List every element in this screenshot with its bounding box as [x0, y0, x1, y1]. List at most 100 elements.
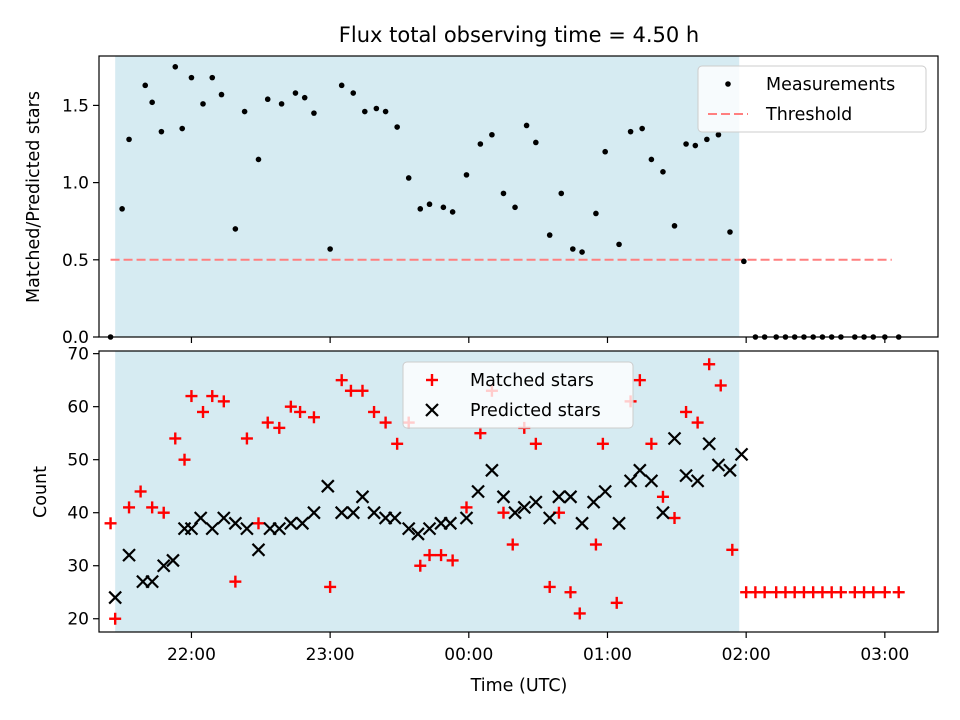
measurement-point	[512, 204, 518, 211]
legend-threshold-label: Threshold	[765, 105, 852, 125]
measurement-point	[523, 122, 530, 129]
matched-star-point	[109, 612, 122, 625]
predicted-star-marker-b	[388, 511, 402, 525]
measurement-point	[558, 190, 565, 197]
predicted-star-marker-b	[334, 505, 349, 520]
matched-star-point	[252, 517, 265, 530]
measurement-point	[741, 258, 747, 265]
predicted-star-point	[508, 505, 522, 520]
matched-star-point	[217, 395, 230, 408]
top-y-axis-label: Matched/Predicted stars	[24, 91, 44, 303]
bottom-axes-frame	[98, 350, 939, 633]
measurement-point	[158, 128, 165, 135]
matched-star-point	[368, 405, 381, 418]
measurement-point	[704, 136, 710, 143]
predicted-star-marker-b	[156, 558, 171, 573]
measurement-point	[440, 204, 447, 211]
matched-star-point	[892, 586, 905, 599]
measurement-point	[350, 90, 357, 96]
matched-star-point	[878, 586, 891, 599]
matched-star-point	[344, 384, 357, 397]
measurement-point	[546, 232, 553, 238]
predicted-star-marker-b	[122, 548, 136, 562]
measurement-point	[463, 172, 470, 178]
predicted-star-point	[284, 516, 298, 531]
predicted-star-point	[193, 511, 208, 525]
predicted-star-point	[205, 521, 220, 536]
predicted-star-point	[690, 474, 705, 488]
measurement-point	[648, 156, 655, 163]
measurement-point	[119, 206, 125, 212]
predicted-star-marker-b	[690, 474, 705, 488]
predicted-star-point	[552, 490, 566, 504]
matched-star-point	[261, 416, 274, 429]
measurement-point	[232, 226, 239, 232]
matched-star-point	[633, 374, 646, 387]
matched-star-point	[497, 506, 510, 519]
legend-predicted-marker	[425, 403, 439, 417]
measurement-point	[218, 91, 225, 98]
matched-star-point	[206, 390, 219, 403]
measurement-point	[292, 90, 299, 96]
predicted-star-point	[612, 516, 626, 531]
matched-star-point	[703, 358, 716, 371]
x-tick-label: 22:00	[167, 645, 216, 665]
predicted-star-marker-b	[307, 505, 321, 520]
measurement-point	[627, 128, 634, 135]
predicted-star-marker-b	[367, 505, 381, 520]
matched-star-point	[596, 437, 609, 450]
matched-star-point	[691, 416, 704, 429]
measurement-point	[241, 108, 248, 115]
predicted-star-point	[122, 548, 136, 562]
predicted-star-point	[734, 447, 749, 462]
measurement-point	[602, 148, 608, 155]
measurement-point	[188, 74, 195, 81]
matched-star-point	[573, 607, 586, 620]
matched-star-point	[379, 416, 392, 429]
measurement-point	[426, 201, 433, 208]
observing-window-shade	[115, 56, 740, 337]
predicted-star-marker-b	[485, 463, 499, 478]
matched-star-point	[435, 549, 448, 562]
bottom-panel: 20 30 40 50 60 70 22:00 23:00 00:00 01:00 02:00 03…	[31, 345, 939, 696]
matched-star-point	[157, 506, 170, 519]
measurement-point	[639, 125, 645, 132]
chart-title: Flux total observing time = 4.50 h	[339, 23, 699, 47]
predicted-star-marker-b	[228, 516, 243, 531]
predicted-star-point	[563, 490, 578, 504]
matched-star-point	[273, 421, 286, 434]
y-tick-label: 30	[67, 557, 89, 577]
measurement-point	[373, 105, 380, 112]
x-tick-label: 23:00	[306, 645, 355, 665]
y-tick-label: 0.0	[62, 328, 89, 348]
x-tick-label: 03:00	[860, 645, 909, 665]
predicted-star-point	[422, 521, 437, 536]
predicted-star-point	[307, 505, 321, 520]
predicted-star-point	[272, 521, 287, 536]
predicted-star-marker-b	[205, 521, 220, 536]
legend-measurements-label: Measurements	[766, 75, 895, 95]
measurement-point	[264, 96, 271, 103]
measurement-point	[417, 206, 424, 212]
top-y-axis: 0.0 0.5 1.0 1.5	[62, 96, 99, 348]
matched-star-point	[460, 501, 473, 514]
predicted-star-marker-b	[711, 458, 726, 472]
measurement-point	[616, 241, 622, 248]
predicted-star-marker-b	[166, 553, 180, 568]
matched-star-point	[506, 538, 519, 551]
predicted-star-point	[443, 516, 458, 531]
matched-star-point	[758, 586, 771, 599]
predicted-star-marker-b	[723, 463, 737, 478]
predicted-star-point	[217, 511, 231, 525]
predicted-star-marker-b	[496, 490, 511, 504]
measurement-point	[715, 131, 722, 138]
matched-star-point	[714, 379, 727, 392]
predicted-star-point	[586, 495, 601, 509]
predicted-star-marker-b	[422, 521, 437, 536]
matched-star-point	[240, 432, 253, 445]
bottom-legend-box	[402, 361, 634, 429]
measurement-point	[209, 74, 216, 81]
predicted-star-marker-b	[355, 490, 370, 504]
measurement-point	[570, 246, 576, 252]
predicted-star-point	[517, 500, 532, 515]
